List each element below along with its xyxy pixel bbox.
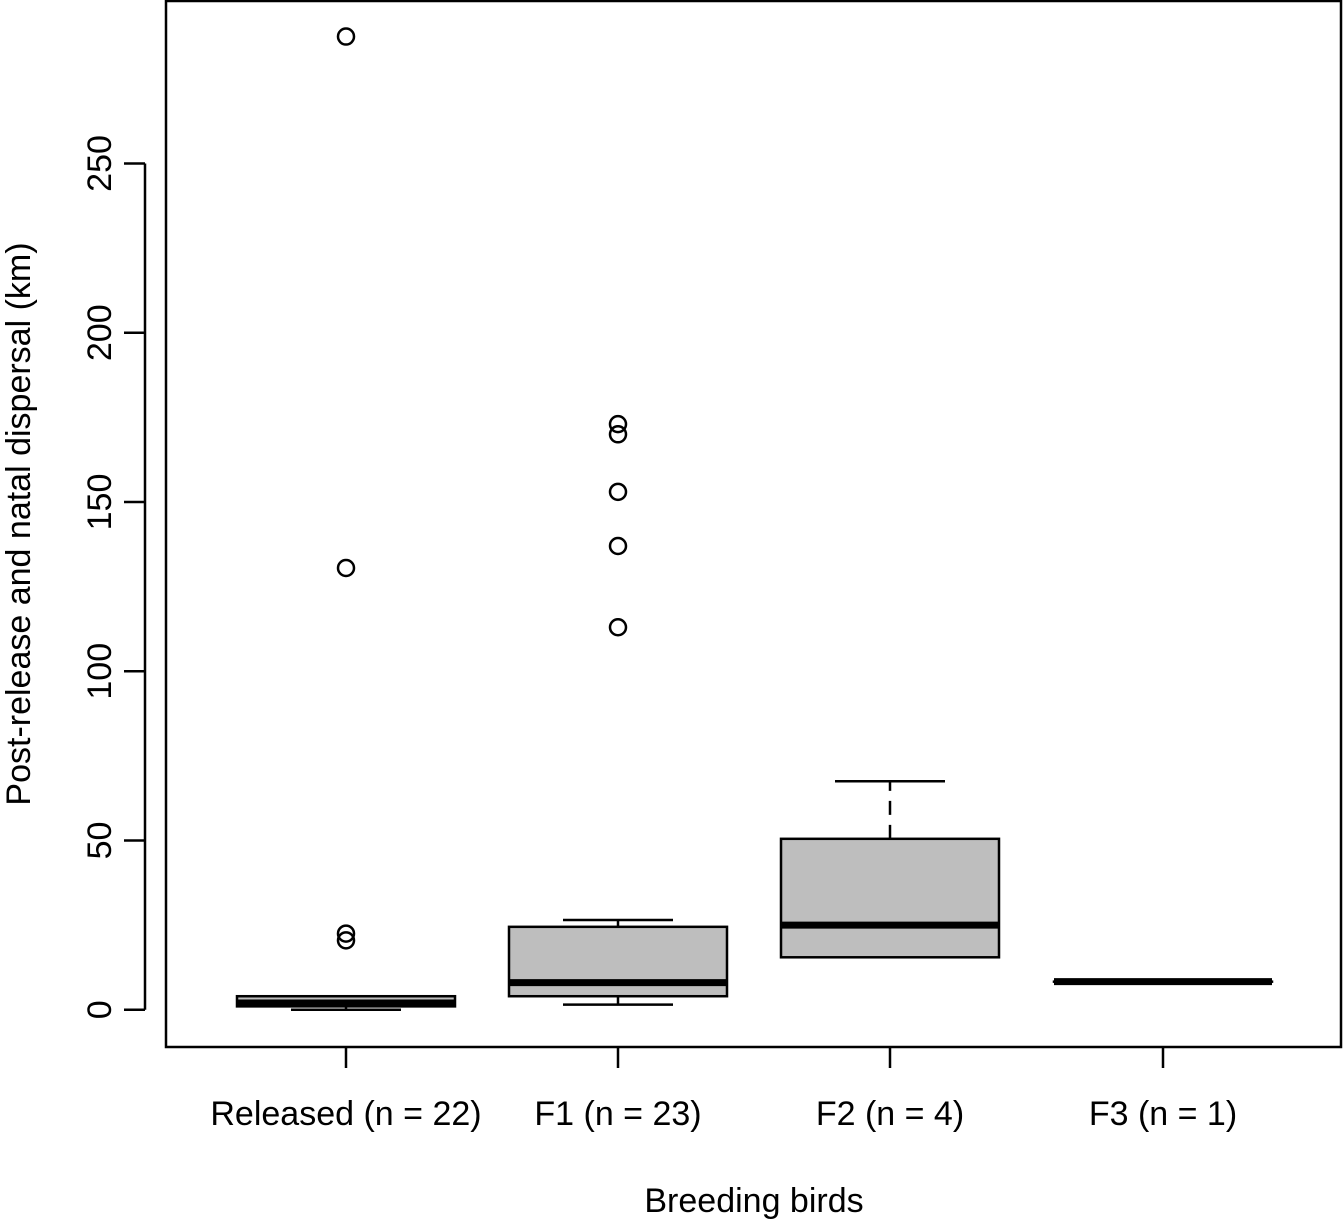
outlier-point (608, 482, 628, 502)
y-tick-label: 50 (81, 822, 119, 860)
y-tick-label: 150 (81, 474, 119, 531)
plot-frame (164, 0, 1343, 1049)
box-group (779, 780, 1001, 959)
x-axis-title: Breeding birds (644, 1182, 863, 1220)
x-tick-label: F3 (n = 1) (1089, 1095, 1237, 1133)
y-tick-label: 0 (81, 1000, 119, 1019)
outlier-point (336, 558, 356, 578)
x-axis: Released (n = 22) F1 (n = 23) F2 (n = 4) F3… (210, 1047, 1237, 1133)
y-axis: 0 50 100 150 200 250 (81, 135, 147, 1019)
box-group (235, 27, 457, 1012)
outlier-point (608, 617, 628, 637)
box-group (507, 414, 729, 1006)
y-tick-label: 100 (81, 643, 119, 700)
outlier-point (608, 425, 628, 444)
boxes-layer (235, 27, 1274, 1012)
box-iqr (779, 837, 1001, 959)
x-tick-label: F2 (n = 4) (816, 1095, 964, 1133)
outlier-point (608, 414, 628, 434)
outlier-point (336, 924, 356, 943)
outlier-point (336, 931, 356, 950)
x-tick-label: Released (n = 22) (210, 1095, 481, 1133)
y-tick-label: 200 (81, 304, 119, 361)
y-axis-title: Post-release and natal dispersal (km) (0, 242, 38, 805)
x-tick-label: F1 (n = 23) (534, 1095, 701, 1133)
y-tick-label: 250 (81, 135, 119, 192)
outlier-point (336, 27, 356, 46)
outlier-point (608, 536, 628, 556)
